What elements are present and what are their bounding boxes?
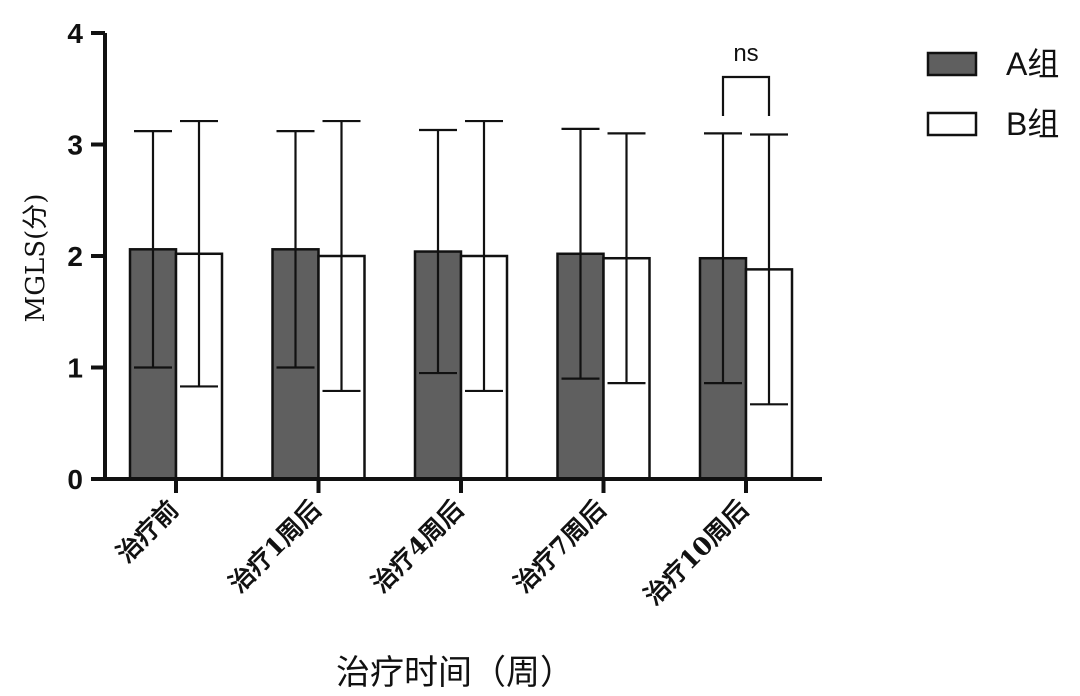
y-tick-label: 3 [67,130,83,161]
legend-swatch-b [926,111,978,137]
significance-bracket [721,75,771,116]
x-category-label: 治疗10周后 [638,495,754,611]
x-category-label: 治疗1周后 [223,495,327,599]
legend: A组 B组 [926,46,1059,142]
error-bars-layer [134,119,788,406]
y-tick-label: 1 [67,353,83,384]
x-axis-title: 治疗时间（周） [336,653,574,693]
significance-label: ns [733,40,758,67]
x-category-label: 治疗前 [111,495,185,569]
annotations-layer: ns [721,40,771,116]
legend-swatch-a [926,51,978,77]
legend-label-b: B组 [1006,106,1059,142]
x-category-label: 治疗4周后 [366,495,470,599]
bars-layer [128,248,794,481]
legend-label-a: A组 [1006,46,1059,82]
x-category-labels: 治疗前 治疗1周后 治疗4周后 治疗7周后 治疗10周后 [111,479,754,611]
y-tick-label: 4 [67,18,83,49]
y-axis-title: MGLS(分) [21,194,51,323]
y-tick-label: 0 [67,464,83,495]
x-category-label: 治疗7周后 [508,495,612,599]
y-tick-label: 2 [67,241,83,272]
y-ticks: 0 1 2 3 4 [67,18,105,495]
